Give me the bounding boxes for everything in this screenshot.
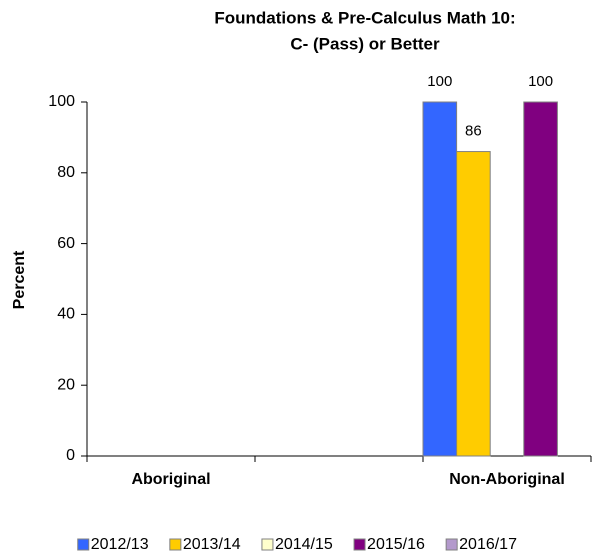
legend-label: 2015/16 xyxy=(367,536,425,553)
y-tick-label: 60 xyxy=(57,235,75,252)
legend-swatch xyxy=(353,538,366,551)
y-axis-label: Percent xyxy=(11,250,28,309)
x-tick-label: Non-Aboriginal xyxy=(449,471,565,488)
data-label: 86 xyxy=(465,123,482,140)
data-label: 100 xyxy=(427,73,452,90)
y-tick-label: 20 xyxy=(57,376,75,393)
y-tick-label: 40 xyxy=(57,306,75,323)
data-label: 100 xyxy=(528,73,553,90)
chart-subtitle: C- (Pass) or Better xyxy=(290,34,440,53)
legend-swatch xyxy=(261,538,274,551)
x-tick-label: Aboriginal xyxy=(131,471,210,488)
legend-swatch xyxy=(169,538,182,551)
y-tick-label: 80 xyxy=(57,164,75,181)
bar xyxy=(523,101,558,457)
legend-swatch xyxy=(445,538,458,551)
legend-swatch xyxy=(77,538,90,551)
legend-label: 2014/15 xyxy=(275,536,333,553)
legend-label: 2012/13 xyxy=(91,536,149,553)
y-tick-label: 0 xyxy=(66,447,75,464)
legend-label: 2016/17 xyxy=(459,536,517,553)
bar xyxy=(422,101,458,457)
bar xyxy=(456,151,491,457)
y-tick-label: 100 xyxy=(48,93,75,110)
legend-label: 2013/14 xyxy=(183,536,241,553)
chart-title: Foundations & Pre-Calculus Math 10: xyxy=(214,8,515,27)
